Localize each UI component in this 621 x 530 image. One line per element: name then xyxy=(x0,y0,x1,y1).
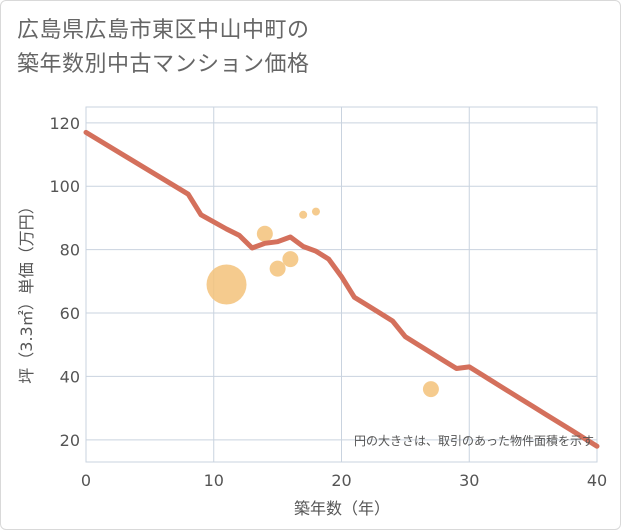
data-point xyxy=(282,251,299,268)
y-tick-label: 20 xyxy=(60,431,80,450)
trend-line xyxy=(83,129,600,449)
y-tick-label: 100 xyxy=(49,177,80,196)
chart-title-line-2: 築年数別中古マンション価格 xyxy=(17,52,310,77)
data-point xyxy=(422,381,439,398)
grid-layer xyxy=(85,106,598,463)
data-point xyxy=(311,207,320,216)
x-tick-label: 40 xyxy=(587,471,607,490)
data-point xyxy=(206,264,247,305)
trend-line-layer xyxy=(83,129,600,449)
x-tick-label: 0 xyxy=(81,471,91,490)
y-axis-label: 坪（3.3㎡）単価（万円） xyxy=(17,198,36,383)
x-axis-label: 築年数（年） xyxy=(294,499,390,518)
data-point xyxy=(269,260,286,277)
data-point xyxy=(299,210,308,219)
x-tick-label: 30 xyxy=(459,471,479,490)
size-annotation: 円の大きさは、取引のあった物件面積を示す xyxy=(354,433,594,448)
data-point xyxy=(256,225,273,242)
tick-label-layer: 0 10 20 30 40 20 40 60 80 100 120 xyxy=(49,114,607,490)
y-tick-label: 120 xyxy=(49,114,80,133)
bubble-layer xyxy=(206,207,439,398)
chart-title-line-1: 広島県広島市東区中山中町の xyxy=(17,18,310,43)
y-tick-label: 40 xyxy=(60,367,80,386)
y-tick-label: 80 xyxy=(60,241,80,260)
x-tick-label: 10 xyxy=(204,471,224,490)
y-tick-label: 60 xyxy=(60,304,80,323)
chart-title: 広島県広島市東区中山中町の 築年数別中古マンション価格 xyxy=(17,14,310,82)
x-tick-label: 20 xyxy=(331,471,351,490)
